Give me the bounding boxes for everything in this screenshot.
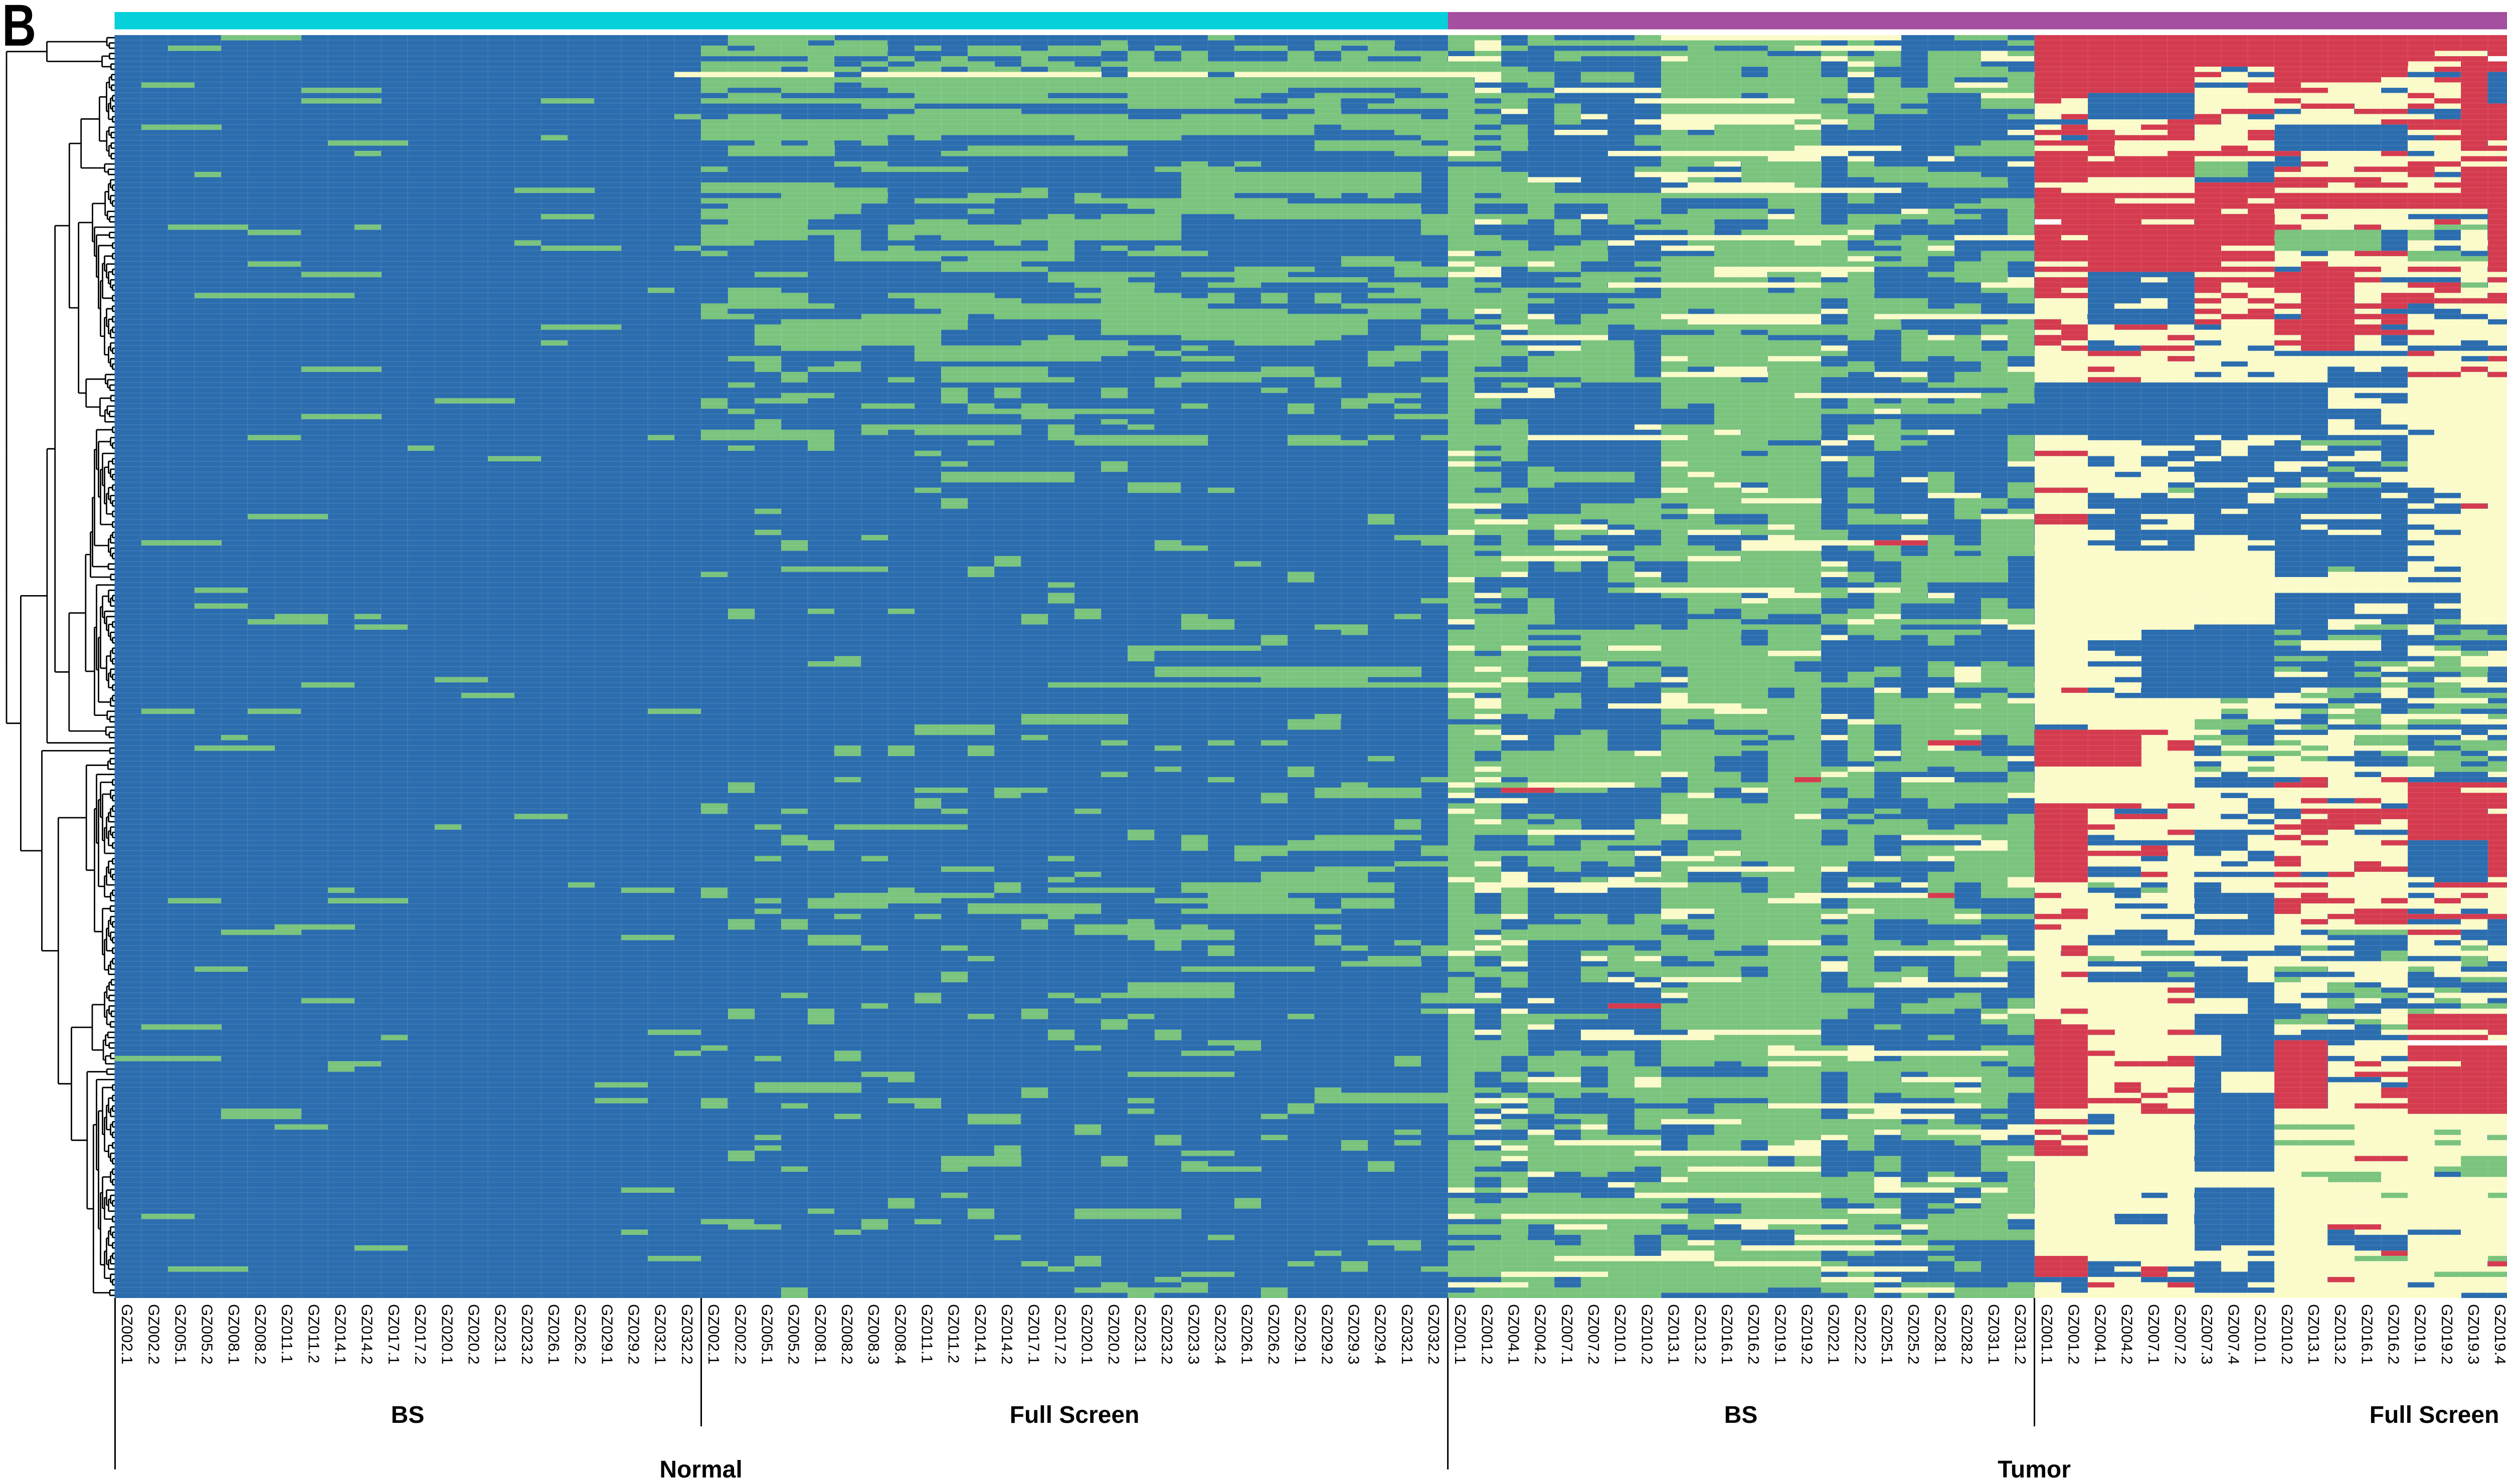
- svg-text:GZ013.2: GZ013.2: [1692, 1304, 1709, 1365]
- svg-text:GZ023.3: GZ023.3: [1185, 1304, 1202, 1365]
- svg-text:GZ028.2: GZ028.2: [1958, 1304, 1976, 1365]
- svg-text:Full Screen: Full Screen: [1010, 1402, 1140, 1428]
- svg-text:GZ014.1: GZ014.1: [972, 1304, 989, 1365]
- svg-text:GZ008.1: GZ008.1: [812, 1304, 829, 1365]
- svg-text:GZ020.1: GZ020.1: [438, 1304, 456, 1365]
- svg-text:GZ001.2: GZ001.2: [2065, 1304, 2082, 1365]
- svg-text:GZ017.1: GZ017.1: [1025, 1304, 1042, 1365]
- svg-text:GZ019.1: GZ019.1: [1771, 1304, 1789, 1365]
- svg-text:GZ019.3: GZ019.3: [2465, 1304, 2482, 1365]
- svg-text:GZ004.1: GZ004.1: [2092, 1304, 2109, 1365]
- svg-text:GZ017.1: GZ017.1: [385, 1304, 403, 1365]
- svg-text:GZ032.1: GZ032.1: [1398, 1304, 1416, 1365]
- svg-text:GZ025.1: GZ025.1: [1878, 1304, 1896, 1365]
- svg-text:GZ002.2: GZ002.2: [732, 1304, 749, 1365]
- svg-text:GZ023.1: GZ023.1: [492, 1304, 509, 1365]
- svg-text:GZ026.1: GZ026.1: [1238, 1304, 1256, 1365]
- svg-text:GZ019.2: GZ019.2: [1799, 1304, 1816, 1365]
- svg-text:GZ028.1: GZ028.1: [1931, 1304, 1949, 1365]
- svg-text:GZ008.2: GZ008.2: [252, 1304, 269, 1365]
- svg-text:GZ031.1: GZ031.1: [1985, 1304, 2003, 1365]
- svg-text:GZ023.1: GZ023.1: [1132, 1304, 1149, 1365]
- svg-text:GZ014.1: GZ014.1: [332, 1304, 349, 1365]
- svg-text:GZ019.1: GZ019.1: [2412, 1304, 2429, 1365]
- svg-text:GZ011.2: GZ011.2: [945, 1304, 963, 1363]
- svg-text:GZ010.2: GZ010.2: [1638, 1304, 1656, 1365]
- svg-text:GZ004.2: GZ004.2: [2118, 1304, 2136, 1365]
- svg-text:GZ016.2: GZ016.2: [1745, 1304, 1762, 1365]
- svg-text:GZ013.1: GZ013.1: [1665, 1304, 1683, 1365]
- svg-text:GZ016.1: GZ016.1: [1718, 1304, 1736, 1365]
- svg-text:GZ026.2: GZ026.2: [572, 1304, 589, 1365]
- svg-text:GZ001.1: GZ001.1: [2038, 1304, 2056, 1365]
- svg-text:GZ023.4: GZ023.4: [1212, 1304, 1229, 1365]
- svg-text:GZ014.2: GZ014.2: [998, 1304, 1016, 1365]
- svg-text:GZ001.1: GZ001.1: [1452, 1304, 1469, 1365]
- svg-text:GZ007.3: GZ007.3: [2198, 1304, 2216, 1365]
- svg-text:GZ017.2: GZ017.2: [412, 1304, 429, 1365]
- svg-text:BS: BS: [391, 1402, 425, 1428]
- svg-text:GZ002.1: GZ002.1: [705, 1304, 723, 1365]
- svg-text:GZ002.1: GZ002.1: [118, 1304, 136, 1365]
- svg-text:GZ016.2: GZ016.2: [2385, 1304, 2403, 1365]
- svg-text:GZ029.4: GZ029.4: [1372, 1304, 1389, 1365]
- svg-text:GZ025.2: GZ025.2: [1905, 1304, 1922, 1365]
- svg-text:GZ029.2: GZ029.2: [625, 1304, 643, 1365]
- svg-text:Full Screen: Full Screen: [2370, 1402, 2499, 1428]
- svg-text:GZ008.2: GZ008.2: [838, 1304, 856, 1365]
- svg-text:Tumor: Tumor: [1998, 1456, 2071, 1483]
- svg-text:GZ029.1: GZ029.1: [598, 1304, 616, 1365]
- svg-text:GZ029.2: GZ029.2: [1318, 1304, 1336, 1365]
- svg-text:GZ007.1: GZ007.1: [2145, 1304, 2163, 1365]
- svg-text:GZ032.1: GZ032.1: [652, 1304, 669, 1365]
- svg-text:GZ005.2: GZ005.2: [785, 1304, 803, 1365]
- svg-text:GZ031.2: GZ031.2: [2012, 1304, 2029, 1365]
- svg-text:Normal: Normal: [659, 1456, 742, 1483]
- svg-text:GZ013.2: GZ013.2: [2332, 1304, 2349, 1365]
- svg-text:GZ016.1: GZ016.1: [2358, 1304, 2376, 1365]
- svg-text:GZ008.1: GZ008.1: [225, 1304, 243, 1365]
- svg-text:GZ011.2: GZ011.2: [305, 1304, 322, 1363]
- svg-text:GZ019.4: GZ019.4: [2491, 1304, 2507, 1365]
- svg-text:GZ011.1: GZ011.1: [278, 1304, 296, 1363]
- svg-text:GZ011.1: GZ011.1: [919, 1304, 936, 1363]
- svg-text:GZ007.2: GZ007.2: [1585, 1304, 1602, 1365]
- svg-text:GZ019.2: GZ019.2: [2438, 1304, 2456, 1365]
- svg-text:GZ007.1: GZ007.1: [1558, 1304, 1576, 1365]
- svg-text:GZ007.4: GZ007.4: [2225, 1304, 2242, 1365]
- svg-text:GZ026.1: GZ026.1: [545, 1304, 563, 1365]
- svg-text:GZ007.2: GZ007.2: [2172, 1304, 2189, 1365]
- svg-text:GZ017.2: GZ017.2: [1051, 1304, 1069, 1365]
- svg-text:GZ008.3: GZ008.3: [865, 1304, 882, 1365]
- svg-text:GZ014.2: GZ014.2: [359, 1304, 376, 1365]
- svg-text:GZ005.2: GZ005.2: [199, 1304, 216, 1365]
- svg-text:GZ005.1: GZ005.1: [758, 1304, 776, 1365]
- svg-text:GZ008.4: GZ008.4: [891, 1304, 909, 1365]
- svg-text:GZ020.1: GZ020.1: [1079, 1304, 1096, 1365]
- svg-text:GZ005.1: GZ005.1: [172, 1304, 190, 1365]
- svg-text:GZ020.2: GZ020.2: [1105, 1304, 1123, 1365]
- svg-text:GZ023.2: GZ023.2: [1158, 1304, 1176, 1365]
- svg-text:GZ002.2: GZ002.2: [145, 1304, 162, 1365]
- svg-text:GZ026.2: GZ026.2: [1265, 1304, 1283, 1365]
- svg-text:GZ001.2: GZ001.2: [1478, 1304, 1496, 1365]
- svg-text:GZ029.3: GZ029.3: [1345, 1304, 1362, 1365]
- svg-text:BS: BS: [1724, 1402, 1758, 1428]
- svg-text:GZ023.2: GZ023.2: [518, 1304, 536, 1365]
- svg-text:GZ022.2: GZ022.2: [1852, 1304, 1869, 1365]
- svg-text:GZ010.1: GZ010.1: [2252, 1304, 2269, 1365]
- svg-text:GZ013.1: GZ013.1: [2305, 1304, 2322, 1365]
- svg-text:GZ029.1: GZ029.1: [1292, 1304, 1309, 1365]
- svg-text:B: B: [2, 0, 36, 58]
- svg-text:GZ020.2: GZ020.2: [465, 1304, 482, 1365]
- svg-text:GZ022.1: GZ022.1: [1825, 1304, 1843, 1365]
- svg-text:GZ032.2: GZ032.2: [1425, 1304, 1443, 1365]
- svg-text:GZ010.1: GZ010.1: [1611, 1304, 1629, 1365]
- svg-text:GZ032.2: GZ032.2: [678, 1304, 696, 1365]
- svg-text:GZ004.2: GZ004.2: [1532, 1304, 1549, 1365]
- svg-text:GZ004.1: GZ004.1: [1505, 1304, 1523, 1365]
- svg-text:GZ010.2: GZ010.2: [2278, 1304, 2296, 1365]
